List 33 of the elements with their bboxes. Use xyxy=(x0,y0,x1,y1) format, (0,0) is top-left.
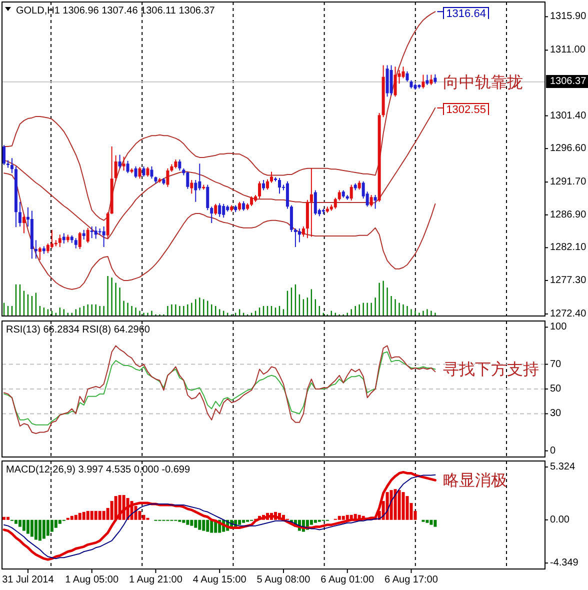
y-tick-label: 1282.10 xyxy=(550,242,587,254)
annotation: 向中轨靠拢 xyxy=(443,72,524,92)
y-tick-label: 30 xyxy=(550,408,562,420)
ref-line-label: 1306.37 xyxy=(546,75,588,88)
y-tick-label: 0 xyxy=(550,445,556,456)
chart-title: MACD(12,26,9) 3.997 4.535 0.000 -0.699 xyxy=(6,464,190,476)
x-tick-label: 4 Aug 15:00 xyxy=(192,574,247,586)
y-tick-label: 1315.90 xyxy=(550,11,587,22)
data-label: 1302.55 xyxy=(443,103,489,118)
y-tick-label: 1311.00 xyxy=(550,44,586,56)
y-tick-label: 1301.40 xyxy=(550,110,587,122)
x-tick-label: 6 Aug 01:00 xyxy=(320,574,374,586)
y-tick-label: 50 xyxy=(550,384,562,394)
y-tick-label: 1291.70 xyxy=(550,176,587,188)
x-tick-label: 1 Aug 21:00 xyxy=(129,574,183,586)
y-tick-label: 1296.60 xyxy=(550,143,587,154)
y-tick-label: -4.349 xyxy=(550,558,579,569)
annotation: 寻找下方支持 xyxy=(443,360,540,379)
data-label: 1316.64 xyxy=(443,7,489,22)
x-tick-label: 6 Aug 17:00 xyxy=(384,574,438,586)
y-tick-label: 100 xyxy=(550,322,568,333)
y-tick-label: 1272.40 xyxy=(550,308,587,320)
x-tick-label: 1 Aug 05:00 xyxy=(65,574,119,586)
chart-title: GOLD,H1 1306.96 1307.46 1306.11 1306.37 xyxy=(16,6,216,16)
y-tick-label: 1286.90 xyxy=(550,209,587,220)
y-tick-label: 70 xyxy=(550,358,562,370)
x-tick-label: 31 Jul 2014 xyxy=(2,574,54,586)
y-tick-label: 5.324 xyxy=(550,462,576,473)
y-tick-label: 1277.30 xyxy=(550,274,587,286)
annotation: 略显消极 xyxy=(443,470,508,490)
chart-title: RSI(13) 66.2834 RSI(8) 64.2960 xyxy=(6,324,150,336)
x-tick-label: 5 Aug 08:00 xyxy=(256,574,311,586)
y-tick-label: 0.00 xyxy=(550,514,570,526)
